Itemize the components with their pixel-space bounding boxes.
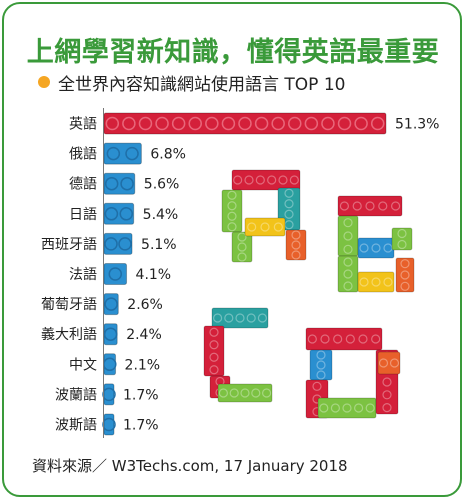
bar-stud — [304, 116, 319, 131]
category-label: 波斯語 — [55, 418, 97, 434]
bar — [103, 383, 115, 406]
value-label: 2.4% — [126, 327, 162, 343]
bar-stud — [105, 116, 120, 131]
bar-stud — [337, 116, 352, 131]
category-label: 德語 — [69, 177, 97, 193]
category-label: 義大利語 — [41, 326, 97, 343]
bar-stud — [188, 116, 202, 131]
value-label: 5.1% — [141, 237, 177, 253]
category-label: 俄語 — [69, 147, 97, 163]
bar-stud — [108, 267, 123, 281]
bar-stud — [138, 116, 153, 131]
bar-stud — [106, 146, 121, 161]
value-label: 2.1% — [125, 357, 161, 373]
bar-stud — [238, 116, 252, 131]
bar-stud — [205, 116, 219, 131]
bar-stud — [221, 116, 236, 131]
bar-stud — [354, 116, 368, 131]
bar-stud — [104, 207, 119, 221]
category-label: 西班牙語 — [41, 237, 97, 253]
bar-stud — [103, 327, 118, 341]
bar-stud — [271, 116, 285, 131]
value-label: 1.7% — [123, 387, 159, 403]
card-frame — [2, 2, 462, 497]
bar-stud — [171, 116, 186, 131]
value-label: 5.4% — [143, 207, 179, 223]
bar-stud — [104, 237, 118, 251]
bar-stud — [104, 176, 119, 191]
category-label: 日語 — [69, 207, 97, 223]
bar-stud — [321, 116, 335, 131]
bullet-icon — [38, 76, 50, 88]
bar-stud — [120, 176, 134, 191]
y-axis-line — [103, 108, 104, 438]
value-label: 6.8% — [150, 147, 186, 163]
category-label: 波蘭語 — [55, 387, 97, 403]
bar — [103, 293, 119, 316]
bar-stud — [155, 116, 169, 131]
value-label: 51.3% — [395, 117, 439, 133]
bar — [103, 142, 142, 165]
bar-stud — [288, 116, 302, 131]
bar-stud — [254, 116, 269, 131]
value-label: 2.6% — [127, 297, 163, 313]
bar-stud — [118, 237, 132, 251]
bar — [103, 263, 128, 285]
bar — [103, 172, 136, 195]
source-note: 資料來源／ W3Techs.com, 17 January 2018 — [32, 457, 348, 475]
chart-subtitle: 全世界內容知識網站使用語言 TOP 10 — [58, 75, 346, 95]
value-label: 1.7% — [123, 418, 159, 434]
bar — [103, 413, 115, 436]
bar-stud — [119, 207, 134, 221]
bar — [103, 112, 387, 135]
bar — [103, 353, 117, 376]
category-label: 英語 — [69, 116, 97, 133]
bar — [103, 202, 135, 225]
bar-stud — [370, 116, 385, 131]
category-label: 法語 — [69, 267, 97, 283]
bar-stud — [125, 146, 139, 161]
value-label: 5.6% — [144, 177, 180, 193]
category-label: 葡萄牙語 — [41, 297, 97, 313]
bar — [103, 232, 133, 255]
bar-stud — [104, 297, 118, 311]
value-label: 4.1% — [136, 267, 172, 283]
page-title: 上網學習新知識，懂得英語最重要 — [26, 37, 440, 68]
bar-stud — [122, 116, 136, 131]
category-label: 中文 — [69, 357, 97, 373]
bar — [103, 323, 118, 346]
